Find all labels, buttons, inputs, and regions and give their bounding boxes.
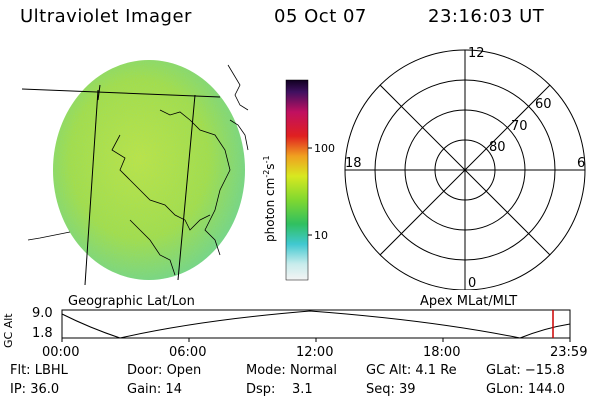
colorbar-tick-100: 100: [314, 142, 335, 155]
alt-ytick-9: 9.0: [32, 306, 53, 321]
flt-info: Flt: LBHL: [10, 363, 68, 378]
gain-info: Gain: 14: [127, 382, 182, 397]
door-info: Door: Open: [127, 363, 202, 378]
mlt-0-label: 0: [468, 276, 477, 291]
colorbar-tick-10: 10: [314, 229, 328, 242]
alt-ylabel: GC Alt: [2, 313, 15, 348]
mlt-18-label: 18: [345, 156, 362, 171]
geo-label: Geographic Lat/Lon: [68, 294, 195, 309]
ip-info: IP: 36.0: [10, 382, 60, 397]
seq-info: Seq: 39: [366, 382, 416, 397]
coastline: [111, 134, 211, 231]
alt-xtick-0600: 06:00: [169, 345, 207, 360]
glat-info: GLat: −15.8: [486, 363, 565, 378]
lat-70-label: 70: [511, 119, 528, 134]
altitude-plot: [61, 309, 571, 342]
disk-noise: [53, 60, 245, 280]
mlt-12-label: 12: [468, 46, 485, 61]
mode-info: Mode: Normal: [246, 363, 337, 378]
colorbar-unit-label: photon cm-2s-1: [262, 155, 277, 242]
lat-60-label: 60: [535, 97, 552, 112]
apex-label: Apex MLat/MLT: [420, 294, 518, 309]
color-scale-bar: [285, 79, 312, 281]
apex-polar-grid: [344, 49, 586, 290]
gcalt-info: GC Alt: 4.1 Re: [366, 363, 457, 378]
uv-image-disk: [21, 60, 249, 286]
alt-ytick-1-8: 1.8: [32, 326, 53, 341]
alt-xtick-1800: 18:00: [423, 345, 461, 360]
glon-info: GLon: 144.0: [486, 382, 566, 397]
instrument-title: Ultraviolet Imager: [20, 6, 192, 27]
lat-80-label: 80: [489, 140, 506, 155]
time-label: 23:16:03 UT: [428, 6, 545, 27]
mlt-6-label: 6: [577, 156, 586, 171]
date-label: 05 Oct 07: [274, 6, 367, 27]
alt-xtick-2359: 23:59: [550, 345, 588, 360]
altitude-curve: [61, 310, 571, 339]
alt-xtick-0000: 00:00: [42, 345, 80, 360]
dsp-info: Dsp: 3.1: [246, 382, 313, 397]
alt-xtick-1200: 12:00: [296, 345, 334, 360]
